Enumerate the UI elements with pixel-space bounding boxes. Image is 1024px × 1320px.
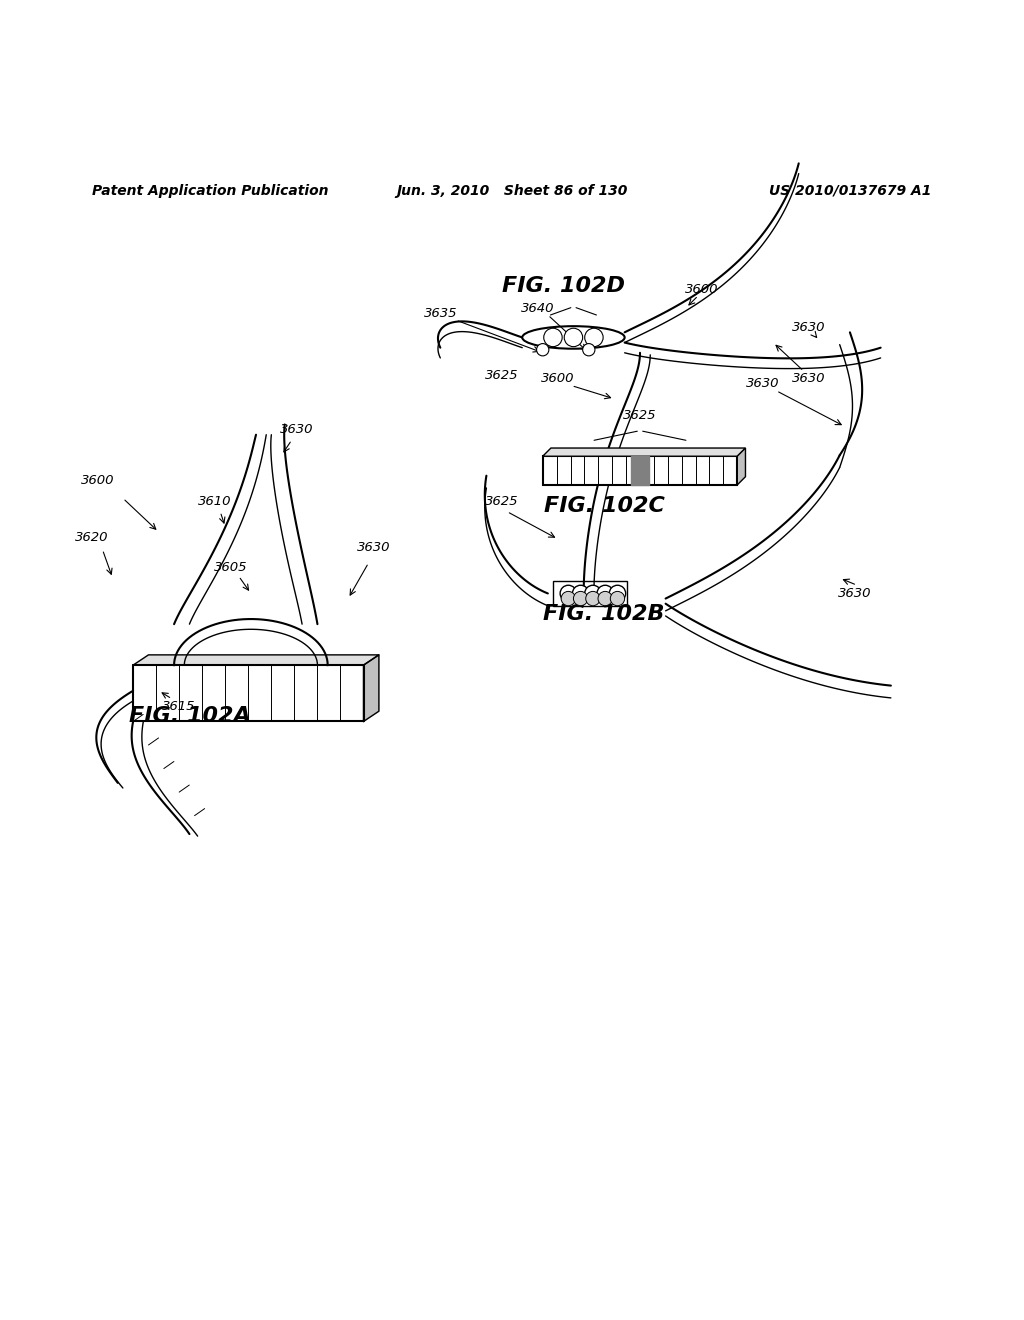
Text: Jun. 3, 2010   Sheet 86 of 130: Jun. 3, 2010 Sheet 86 of 130 — [396, 183, 628, 198]
Text: 3630: 3630 — [793, 372, 825, 385]
Text: 3600: 3600 — [542, 372, 574, 385]
Text: FIG. 102C: FIG. 102C — [544, 496, 665, 516]
Polygon shape — [631, 457, 649, 484]
Text: 3615: 3615 — [163, 700, 196, 713]
Bar — [543, 457, 737, 484]
Circle shape — [561, 591, 575, 606]
Polygon shape — [737, 447, 745, 484]
Circle shape — [597, 585, 613, 602]
Text: 3630: 3630 — [793, 321, 825, 334]
Text: 3625: 3625 — [624, 409, 656, 422]
Text: 3625: 3625 — [485, 495, 518, 508]
Text: 3630: 3630 — [357, 541, 390, 554]
Circle shape — [573, 591, 588, 606]
Polygon shape — [364, 655, 379, 722]
Circle shape — [585, 329, 603, 347]
Text: 3630: 3630 — [281, 424, 313, 436]
Circle shape — [572, 585, 589, 602]
Text: 3605: 3605 — [214, 561, 247, 574]
Circle shape — [586, 591, 600, 606]
Polygon shape — [133, 665, 364, 722]
Text: 3630: 3630 — [746, 378, 779, 389]
Polygon shape — [133, 655, 379, 665]
Text: 3640: 3640 — [521, 302, 554, 315]
Text: FIG. 102D: FIG. 102D — [502, 276, 625, 296]
Text: 3625: 3625 — [485, 368, 518, 381]
Text: 3635: 3635 — [424, 308, 457, 321]
Text: Patent Application Publication: Patent Application Publication — [92, 183, 329, 198]
Text: 3600: 3600 — [685, 282, 718, 296]
Circle shape — [598, 591, 612, 606]
Circle shape — [537, 343, 549, 356]
Text: FIG. 102B: FIG. 102B — [544, 603, 665, 623]
Text: 3610: 3610 — [199, 495, 231, 508]
Circle shape — [609, 585, 626, 602]
Circle shape — [585, 585, 601, 602]
Text: 3630: 3630 — [839, 587, 871, 599]
Circle shape — [560, 585, 577, 602]
Text: US 2010/0137679 A1: US 2010/0137679 A1 — [769, 183, 932, 198]
Circle shape — [544, 329, 562, 347]
Circle shape — [610, 591, 625, 606]
Bar — [553, 581, 627, 606]
Polygon shape — [543, 447, 745, 457]
Text: 3620: 3620 — [76, 531, 109, 544]
Text: 3600: 3600 — [81, 474, 114, 487]
Circle shape — [564, 329, 583, 347]
Text: FIG. 102A: FIG. 102A — [129, 706, 250, 726]
Circle shape — [583, 343, 595, 356]
Ellipse shape — [522, 326, 625, 348]
